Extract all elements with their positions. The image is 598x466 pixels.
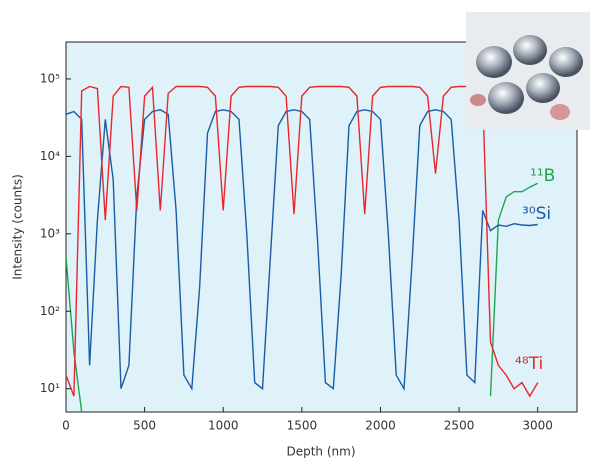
- series-label: ⁴⁸Ti: [515, 354, 543, 374]
- x-tick-label: 3000: [522, 419, 553, 433]
- y-tick-label: 10¹: [40, 381, 60, 395]
- series-label: ³⁰Si: [522, 204, 551, 224]
- x-tick-label: 2500: [444, 419, 475, 433]
- y-tick-label: 10⁵: [40, 71, 60, 85]
- y-tick-label: 10³: [40, 226, 60, 240]
- x-tick-label: 1500: [287, 419, 318, 433]
- x-axis-label: Depth (nm): [286, 445, 355, 459]
- x-tick-label: 1000: [208, 419, 239, 433]
- lines: [66, 85, 539, 412]
- x-tick-label: 0: [62, 419, 70, 433]
- y-tick-label: 10⁴: [40, 149, 60, 163]
- x-tick-label: 2000: [365, 419, 396, 433]
- inset-photo: [466, 12, 590, 130]
- x-tick-label: 500: [133, 419, 156, 433]
- series-line: [66, 85, 539, 398]
- y-axis-label: Intensity (counts): [11, 174, 25, 280]
- series-label: ¹¹B: [530, 166, 555, 186]
- series-line: [66, 109, 538, 392]
- y-tick-label: 10²: [40, 304, 60, 318]
- series-line: [66, 182, 539, 412]
